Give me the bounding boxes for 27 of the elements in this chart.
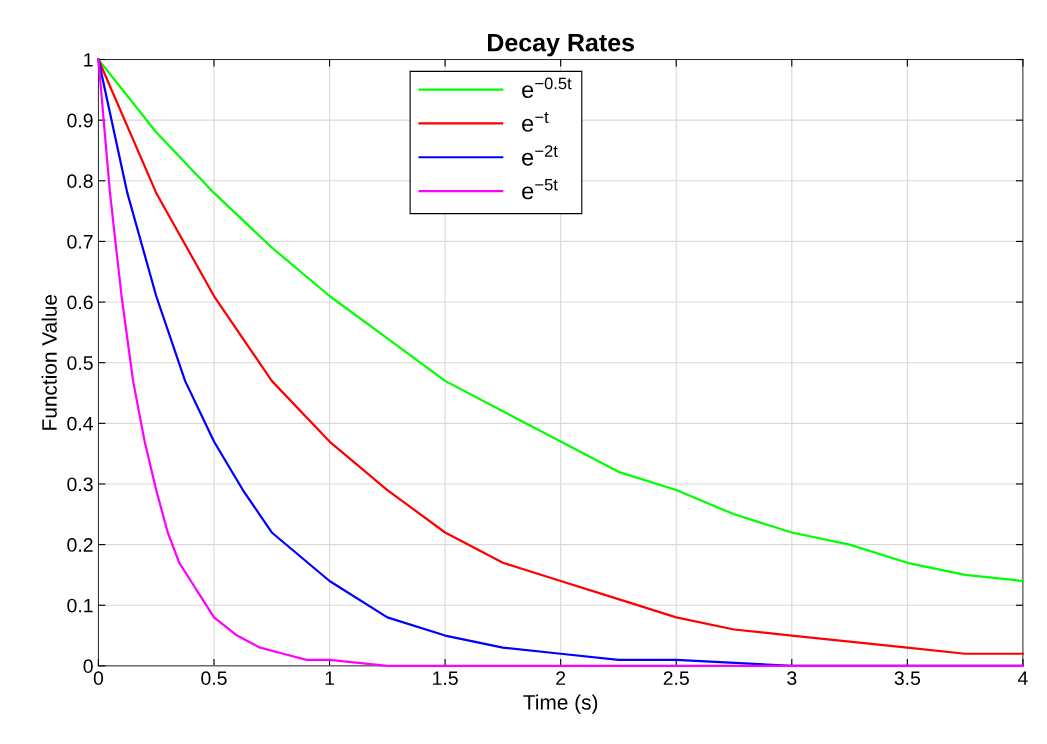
- x-axis-title: Time (s): [523, 694, 598, 714]
- x-tick-label: 2: [556, 671, 566, 685]
- x-tick-label: 3: [787, 671, 797, 686]
- legend-label: e$^{−5t}$: [522, 179, 558, 200]
- y-tick-label: 0: [83, 659, 93, 674]
- x-tick-label: 2.5: [663, 671, 689, 686]
- y-tick-label: 0.7: [67, 234, 93, 249]
- x-tick-label: 3.5: [894, 671, 921, 686]
- x-tick-label: 0: [93, 671, 104, 686]
- y-tick-label: 1: [84, 53, 93, 67]
- y-tick-label: 0.6: [67, 295, 93, 310]
- y-tick-label: 0.1: [67, 598, 93, 613]
- y-tick-label: 0.3: [67, 477, 93, 492]
- y-tick-label: 0.2: [67, 538, 93, 552]
- y-tick-label: 0.4: [67, 416, 93, 431]
- y-tick-label: 0.8: [67, 174, 93, 189]
- y-tick-label: 0.5: [67, 356, 93, 370]
- x-tick-label: 0.5: [201, 671, 227, 686]
- legend-label: e$^{−t}$: [522, 112, 549, 132]
- x-tick-label: 4: [1017, 671, 1028, 685]
- legend-label: e$^{−2t}$: [522, 145, 558, 166]
- x-tick-label: 1.5: [433, 671, 458, 686]
- legend-label: e$^{−0.5t}$: [522, 77, 572, 99]
- y-axis-title: Function Value: [41, 294, 57, 430]
- y-tick-label: 0.9: [67, 113, 93, 128]
- x-tick-label: 1: [325, 671, 334, 685]
- chart-title: Decay Rates: [487, 33, 634, 57]
